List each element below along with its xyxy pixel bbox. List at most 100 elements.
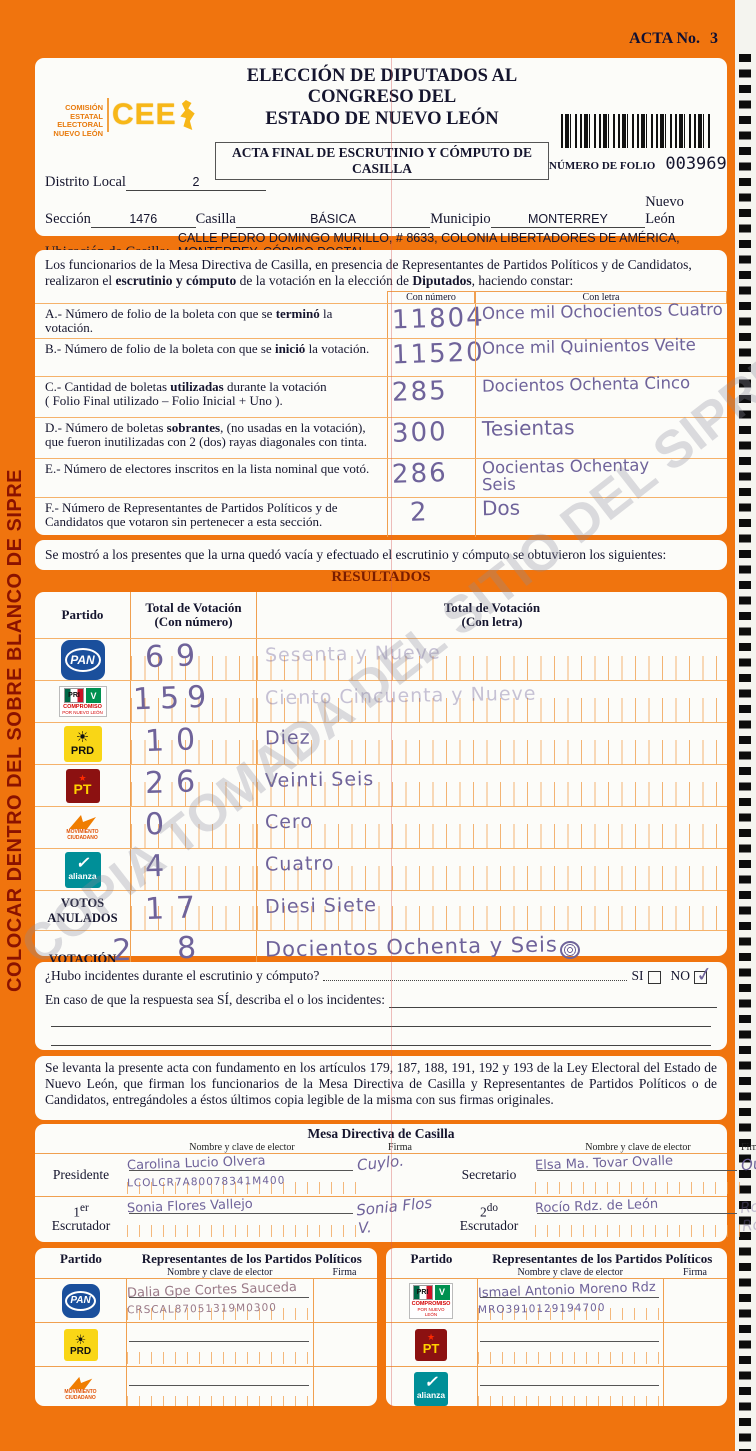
count-row-b: B.- Número de folio de la boleta con que… bbox=[35, 334, 727, 376]
secretario-label: Secretario bbox=[461, 1166, 517, 1182]
pan-logo-icon: PAN bbox=[60, 639, 105, 680]
movimiento-ciudadano-logo-icon: MOVIMIENTO CIUDADANO bbox=[60, 814, 106, 841]
row-c-letter-handwritten: Docientos Ochenta Cinco bbox=[481, 372, 691, 396]
rep-row-pan: PAN Dalia Gpe Cortes Sauceda CRSCAL87051… bbox=[35, 1278, 377, 1322]
escrutador1-num: 1 bbox=[73, 1204, 80, 1220]
por-nuevo-leon-label: POR NUEVO LEÓN bbox=[417, 1306, 445, 1317]
counts-column-headers: Con número Con letra bbox=[35, 290, 727, 303]
votos-anulados-label-l1: VOTOS bbox=[60, 896, 105, 911]
col-numero-header-l2: (Con número) bbox=[154, 614, 233, 629]
form-title-line2: ESTADO DE NUEVO LEÓN bbox=[265, 108, 499, 129]
casilla-label: Casilla bbox=[195, 210, 236, 227]
row-e-number-handwritten: 286 bbox=[391, 457, 449, 490]
movimiento-ciudadano-logo-icon: MOVIMIENTO CIUDADANO bbox=[60, 1376, 102, 1401]
representatives-right-table: Partido Representantes de los Partidos P… bbox=[385, 1248, 727, 1406]
prd-votes-letter: Diez bbox=[264, 726, 311, 750]
no-checkbox[interactable]: ✓ bbox=[694, 961, 714, 987]
municipio-label: Municipio bbox=[430, 210, 491, 227]
mc-label-line2: CIUDADANO bbox=[65, 1394, 96, 1401]
pri-logo-icon: PRI bbox=[64, 688, 84, 703]
prd-sun-icon: ☀ bbox=[74, 1331, 87, 1347]
incidents-question: ¿Hubo incidentes durante el escrutinio y… bbox=[45, 968, 320, 983]
si-label: SI bbox=[631, 968, 644, 983]
count-row-e: E.- Número de electores inscritos en la … bbox=[35, 455, 727, 497]
rep-right-col-firma: Firma bbox=[683, 1267, 707, 1278]
incidents-blank-line-1[interactable] bbox=[51, 1026, 711, 1027]
coalition-votes-letter: Ciento Cincuenta y Nueve bbox=[264, 682, 537, 710]
row-c-post: durante la votación bbox=[223, 378, 327, 394]
incidents-blank-line-2[interactable] bbox=[51, 1045, 711, 1046]
count-row-d: D.- Número de boletas sobrantes, (no usa… bbox=[35, 414, 727, 458]
urn-empty-note: Se mostró a los presentes que la urna qu… bbox=[35, 540, 727, 570]
row-d-letter-handwritten: Tesientas bbox=[481, 414, 575, 441]
rep-left-col-partido: Partido bbox=[60, 1251, 102, 1266]
anulados-number: 17 bbox=[144, 889, 208, 928]
coalition-votes-number: 159 bbox=[132, 679, 215, 718]
row-b-letter-handwritten: Once mil Quinientos Veite bbox=[481, 334, 696, 358]
alianza-logo-text: alianza bbox=[416, 1389, 446, 1400]
rep-row-alianza: ✓ alianza bbox=[385, 1366, 727, 1406]
results-header-row: Partido Total de Votación (Con número) T… bbox=[35, 592, 727, 638]
alianza-votes-number: 4 bbox=[144, 848, 177, 885]
estado-label: Nuevo León bbox=[645, 193, 684, 227]
si-checkbox[interactable] bbox=[647, 971, 661, 984]
municipio-field: MONTERREY bbox=[490, 212, 646, 228]
no-label: NO bbox=[670, 968, 691, 983]
binding-perforation-marks bbox=[739, 54, 751, 1451]
cee-logo: CEE bbox=[112, 98, 177, 131]
pt-votes-letter: Veinti Seis bbox=[264, 768, 375, 792]
representatives-divider bbox=[376, 1248, 386, 1406]
ink-scribble bbox=[559, 941, 580, 960]
row-b-label: B.- Número de folio de la boleta con que… bbox=[45, 340, 275, 356]
dotted-leader bbox=[323, 980, 628, 981]
rep-row-coalition: PRI V COMPROMISO POR NUEVO LEÓN Ismael An… bbox=[385, 1278, 727, 1322]
mesa-col-name-left: Nombre y clave de elector bbox=[189, 1142, 295, 1153]
incidents-panel: ¿Hubo incidentes durante el escrutinio y… bbox=[35, 961, 727, 1050]
prd-votes-number: 10 bbox=[144, 721, 208, 760]
row-b-bold: inició bbox=[274, 340, 306, 356]
mesa-col-name-right: Nombre y clave de elector bbox=[585, 1142, 691, 1153]
compromiso-label: COMPROMISO bbox=[411, 1300, 451, 1307]
prd-logo-text: PRD bbox=[70, 745, 95, 757]
nueva-alianza-logo-icon: ✓ alianza bbox=[414, 1371, 448, 1406]
result-row-prd: ☀ PRD 10 Diez bbox=[35, 722, 727, 764]
resultados-band-title: RESULTADOS bbox=[331, 569, 431, 585]
prd-logo-text: PRD bbox=[69, 1345, 92, 1357]
anulados-letter: Diesi Siete bbox=[264, 894, 378, 918]
col-letra-header-l2: (Con letra) bbox=[461, 614, 523, 629]
pvem-logo-icon: V bbox=[434, 1284, 450, 1300]
col-partido-header: Partido bbox=[61, 606, 104, 622]
legal-paragraph: Se levanta la presente acta con fundamen… bbox=[35, 1056, 727, 1120]
rep-row-prd: ☀ PRD bbox=[35, 1322, 377, 1366]
result-row-alianza: ✓ alianza 4 Cuatro bbox=[35, 848, 727, 890]
pt-star-icon: ★ bbox=[426, 1332, 436, 1343]
escrutador1-word: Escrutador bbox=[51, 1218, 111, 1234]
fold-line bbox=[391, 58, 392, 1408]
rep-row-mc: MOVIMIENTO CIUDADANO bbox=[35, 1366, 377, 1406]
pan-logo-text: PAN bbox=[65, 1290, 96, 1311]
folio-value: 003969 bbox=[665, 154, 727, 174]
barcode bbox=[561, 114, 713, 148]
counts-panel: Los funcionarios de la Mesa Directiva de… bbox=[35, 250, 727, 537]
prd-sun-icon: ☀ bbox=[75, 729, 90, 746]
escrutador1-firma-signature: Sonia Flos V. bbox=[355, 1193, 433, 1238]
escrutador1-sup: er bbox=[80, 1201, 89, 1214]
nueva-alianza-logo-icon: ✓ alianza bbox=[64, 851, 101, 888]
result-row-coalition: PRI V COMPROMISO POR NUEVO LEÓN 159 Cient… bbox=[35, 680, 727, 722]
pt-logo-text: PT bbox=[422, 1340, 440, 1356]
row-e-label: E.- Número de electores inscritos en la … bbox=[45, 460, 370, 476]
intro-part1: Los funcionarios de la Mesa Directiva de… bbox=[45, 257, 692, 288]
row-f-label: F.- Número de Representantes de Partidos… bbox=[45, 499, 338, 515]
incidents-answer-line[interactable] bbox=[389, 1007, 717, 1008]
seccion-label: Sección bbox=[45, 210, 91, 227]
row-d-bold: sobrantes bbox=[166, 419, 221, 435]
rep-pan-clave-handwritten: CRSCAL87051319M0300 bbox=[126, 1301, 277, 1317]
con-numero-header: Con número bbox=[387, 290, 475, 303]
row-d-label-line2: que fueron inutilizadas con 2 (dos) raya… bbox=[45, 433, 368, 449]
row-e-letter2-handwritten: Seis bbox=[481, 474, 516, 495]
intro-part2: de la votación en la elección de bbox=[236, 272, 413, 288]
count-row-f: F.- Número de Representantes de Partidos… bbox=[35, 495, 727, 537]
rep-left-col-name: Nombre y clave de elector bbox=[166, 1267, 273, 1278]
form-title-line1: ELECCIÓN DE DIPUTADOS AL CONGRESO DEL bbox=[246, 66, 518, 108]
representatives-section: Partido Representantes de los Partidos P… bbox=[35, 1248, 727, 1406]
